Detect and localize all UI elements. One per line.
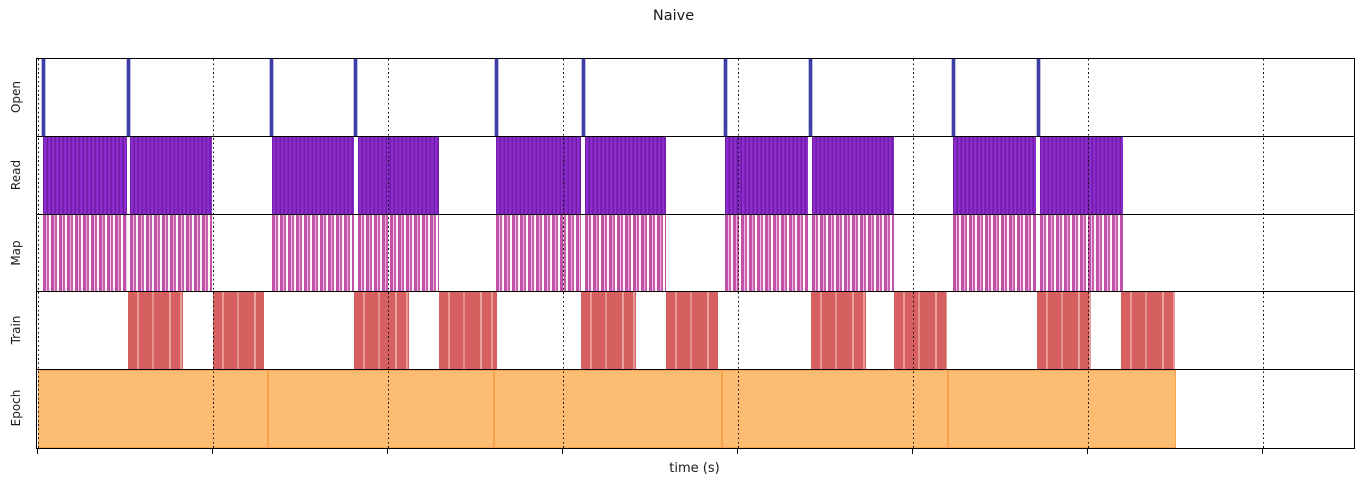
open-event-marker [352,59,358,136]
x-gridline [562,59,564,448]
open-event-marker [493,59,499,136]
map-interval-block [129,214,213,292]
open-event-marker [41,59,47,136]
x-gridline [37,59,39,448]
read-interval-block [271,136,354,214]
map-interval-block [812,214,894,292]
x-axis-tick [737,449,739,454]
read-interval-block [357,136,439,214]
open-event-marker [581,59,587,136]
track-open [37,59,1354,137]
open-event-marker [723,59,728,136]
map-interval-block [495,214,582,292]
track-map [37,214,1354,293]
read-interval-block [725,136,808,214]
x-gridline [912,59,914,448]
x-gridline [212,59,214,448]
open-event-marker [807,59,813,136]
map-interval-block [585,214,666,292]
y-axis-label-read: Read [9,159,23,190]
train-interval-block [212,292,265,370]
x-gridline [387,59,389,448]
track-read [37,136,1354,215]
map-interval-block [952,214,1037,292]
epoch-boundary-separator [720,371,723,447]
read-interval-block [43,136,127,214]
x-axis-tick [387,449,389,454]
epoch-boundary-separator [493,371,496,447]
train-interval-block [1121,292,1175,370]
y-axis-label-train: Train [9,315,23,345]
map-interval-block [725,214,808,292]
train-interval-block [128,292,184,370]
x-axis-tick [212,449,214,454]
x-gridline [737,59,739,448]
train-interval-block [665,292,718,370]
map-interval-block [43,214,127,292]
read-interval-block [812,136,894,214]
epoch-interval-block [38,370,1176,448]
open-event-marker [950,59,956,136]
train-interval-block [811,292,867,370]
train-interval-block [354,292,409,370]
epoch-boundary-separator [947,371,950,447]
map-interval-block [1040,214,1123,292]
track-epoch [37,370,1354,448]
open-event-marker [269,59,275,136]
read-interval-block [952,136,1037,214]
track-train [37,292,1354,371]
x-axis-tick [562,449,564,454]
plot-area [36,58,1355,449]
read-interval-block [1040,136,1123,214]
epoch-boundary-separator [266,371,269,447]
x-gridline [1262,59,1264,448]
read-interval-block [495,136,582,214]
open-event-marker [126,59,131,136]
y-axis-label-open: Open [9,80,23,113]
train-interval-block [581,292,636,370]
x-gridline [1087,59,1089,448]
y-axis-label-map: Map [9,239,23,266]
train-interval-block [1036,292,1091,370]
x-axis-tick [1087,449,1089,454]
read-interval-block [129,136,213,214]
x-axis-tick [912,449,914,454]
x-axis-tick [1262,449,1264,454]
map-interval-block [357,214,439,292]
y-axis-label-epoch: Epoch [9,389,23,427]
x-axis-label: time (s) [669,461,720,476]
train-interval-block [893,292,948,370]
chart-title: Naive [652,8,695,24]
map-interval-block [271,214,354,292]
x-axis-tick [37,449,39,454]
train-interval-block [438,292,498,370]
read-interval-block [585,136,666,214]
open-event-marker [1036,59,1042,136]
